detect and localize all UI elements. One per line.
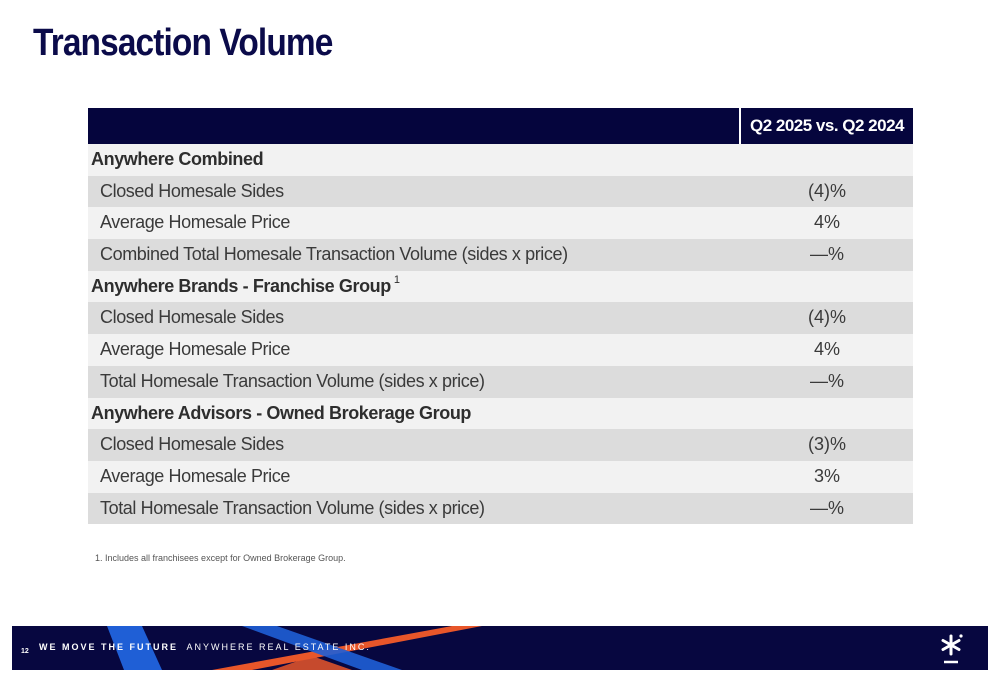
blue-stripe-2: [242, 626, 402, 670]
table-row: Closed Homesale Sides (3)%: [88, 429, 913, 461]
table-row: Average Homesale Price 4%: [88, 334, 913, 366]
tagline-text: WE MOVE THE FUTURE: [39, 642, 178, 652]
table-row: Total Homesale Transaction Volume (sides…: [88, 492, 913, 525]
row-label: Closed Homesale Sides: [100, 176, 284, 208]
row-value: —%: [809, 497, 844, 518]
page-number: 12: [21, 648, 29, 655]
row-label: Average Homesale Price: [100, 461, 290, 493]
company-name: ANYWHERE REAL ESTATE INC.: [186, 642, 371, 652]
section-label: Anywhere Combined: [91, 144, 264, 176]
row-label: Closed Homesale Sides: [100, 302, 284, 334]
table-row: Closed Homesale Sides (4)%: [88, 302, 913, 335]
footnote: 1. Includes all franchisees except for O…: [95, 553, 346, 563]
label-text: Total Homesale Transaction Volume (sides…: [100, 370, 485, 391]
page-title: Transaction Volume: [33, 22, 333, 64]
row-value: [741, 398, 913, 430]
header-divider: [739, 108, 741, 144]
row-value: 3%: [813, 465, 840, 486]
section-label: Anywhere Brands - Franchise Group 1: [91, 271, 400, 303]
table-row: Average Homesale Price 4%: [88, 207, 913, 240]
table-header: Q2 2025 vs. Q2 2024: [88, 108, 913, 144]
transaction-volume-table: Q2 2025 vs. Q2 2024 Anywhere Combined Clo…: [88, 108, 913, 525]
footer-tagline: WE MOVE THE FUTURE ANYWHERE REAL ESTATE …: [39, 642, 371, 652]
table-row: Average Homesale Price 3%: [88, 460, 913, 493]
row-label: Combined Total Homesale Transaction Volu…: [100, 239, 568, 271]
row-value: 4%: [813, 212, 840, 233]
label-text: Average Homesale Price: [100, 212, 290, 233]
label-text: Average Homesale Price: [100, 339, 290, 360]
label-text: Anywhere Combined: [91, 149, 264, 169]
row-value: (4)%: [807, 180, 846, 201]
row-value: [741, 271, 913, 303]
label-text: Closed Homesale Sides: [100, 180, 284, 201]
orange-stripe-2: [272, 656, 352, 670]
label-text: Closed Homesale Sides: [100, 307, 284, 328]
table-row: Total Homesale Transaction Volume (sides…: [88, 365, 913, 398]
row-label: Closed Homesale Sides: [100, 429, 284, 461]
section-header-row: Anywhere Combined: [88, 144, 913, 176]
row-value: (3)%: [807, 434, 846, 455]
asterisk-logo-icon: [941, 634, 963, 664]
row-value: —%: [809, 370, 844, 391]
footer-bar: 12 WE MOVE THE FUTURE ANYWHERE REAL ESTA…: [12, 626, 988, 670]
row-label: Average Homesale Price: [100, 207, 290, 239]
row-label: Total Homesale Transaction Volume (sides…: [100, 366, 485, 398]
column-header: Q2 2025 vs. Q2 2024: [749, 116, 905, 135]
table-row: Closed Homesale Sides (4)%: [88, 175, 913, 208]
label-text: Average Homesale Price: [100, 465, 290, 486]
label-text: Closed Homesale Sides: [100, 434, 284, 455]
blue-stripe: [107, 626, 162, 670]
row-value: [741, 144, 913, 176]
row-label: Total Homesale Transaction Volume (sides…: [100, 493, 485, 525]
section-label: Anywhere Advisors - Owned Brokerage Grou…: [91, 398, 471, 430]
table-body: Anywhere Combined Closed Homesale Sides (4…: [88, 144, 913, 525]
footer-stripes: [107, 626, 482, 670]
label-text: Combined Total Homesale Transaction Volu…: [100, 244, 568, 265]
row-value: (4)%: [807, 307, 846, 328]
section-header-row: Anywhere Advisors - Owned Brokerage Grou…: [88, 397, 913, 430]
row-value: —%: [809, 244, 844, 265]
label-text: Total Homesale Transaction Volume (sides…: [100, 497, 485, 518]
section-header-row: Anywhere Brands - Franchise Group 1: [88, 270, 913, 303]
table-row: Combined Total Homesale Transaction Volu…: [88, 239, 913, 271]
row-value: 4%: [813, 339, 840, 360]
footnote-marker: 1: [393, 273, 400, 286]
row-label: Average Homesale Price: [100, 334, 290, 366]
orange-stripe: [212, 626, 482, 670]
label-text: Anywhere Advisors - Owned Brokerage Grou…: [91, 402, 472, 423]
label-text: Anywhere Brands - Franchise Group: [91, 275, 391, 296]
